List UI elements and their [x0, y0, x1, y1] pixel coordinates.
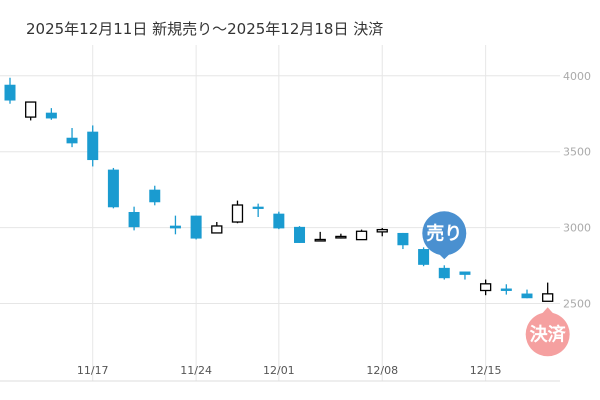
candle-body-down [128, 211, 140, 228]
candle-body-up [231, 204, 244, 223]
candle-body-up [542, 293, 554, 302]
y-tick-label: 2500 [563, 298, 591, 311]
marker-bubble-sell [422, 211, 467, 256]
y-tick-label: 4000 [563, 70, 591, 83]
x-tick-label: 11/24 [180, 364, 212, 377]
x-tick-label: 12/08 [366, 364, 398, 377]
y-tick-label: 3000 [563, 222, 591, 235]
marker-label-settle: 決済 [530, 323, 567, 345]
candle-body-down [252, 206, 264, 209]
candle-body-up [314, 238, 326, 242]
candle-body-down [4, 84, 16, 101]
candle-body-up [335, 235, 347, 239]
candle-body-down [459, 271, 471, 275]
candle-body-down [149, 189, 161, 203]
candle-body-down [190, 215, 202, 239]
candle-body-up [479, 283, 492, 292]
x-tick-label: 12/01 [263, 364, 295, 377]
candle-body-down [273, 213, 285, 229]
candle-body-up [376, 228, 388, 233]
candle-body-down [500, 288, 512, 291]
marker-bubble-settle [525, 312, 570, 357]
candle-body-down [66, 137, 78, 144]
candle-body-down [169, 225, 181, 229]
candle-body-down [418, 249, 430, 265]
candle-body-up [355, 230, 368, 241]
candle-body-down [107, 169, 119, 208]
candle-body-down [438, 267, 450, 279]
x-tick-label: 12/15 [470, 364, 502, 377]
chart-title: 2025年12月11日 新規売り〜2025年12月18日 決済 [26, 20, 384, 38]
candle-body-up [211, 225, 223, 234]
candle-body-down [45, 112, 57, 119]
y-tick-label: 3500 [563, 146, 591, 159]
candle-body-down [294, 226, 306, 243]
marker-label-sell: 売り [426, 222, 462, 244]
candle-body-down [521, 293, 533, 299]
candle-body-down [397, 232, 409, 246]
x-tick-label: 11/17 [77, 364, 109, 377]
candle-body-up [25, 101, 37, 118]
candle-body-down [87, 131, 99, 161]
